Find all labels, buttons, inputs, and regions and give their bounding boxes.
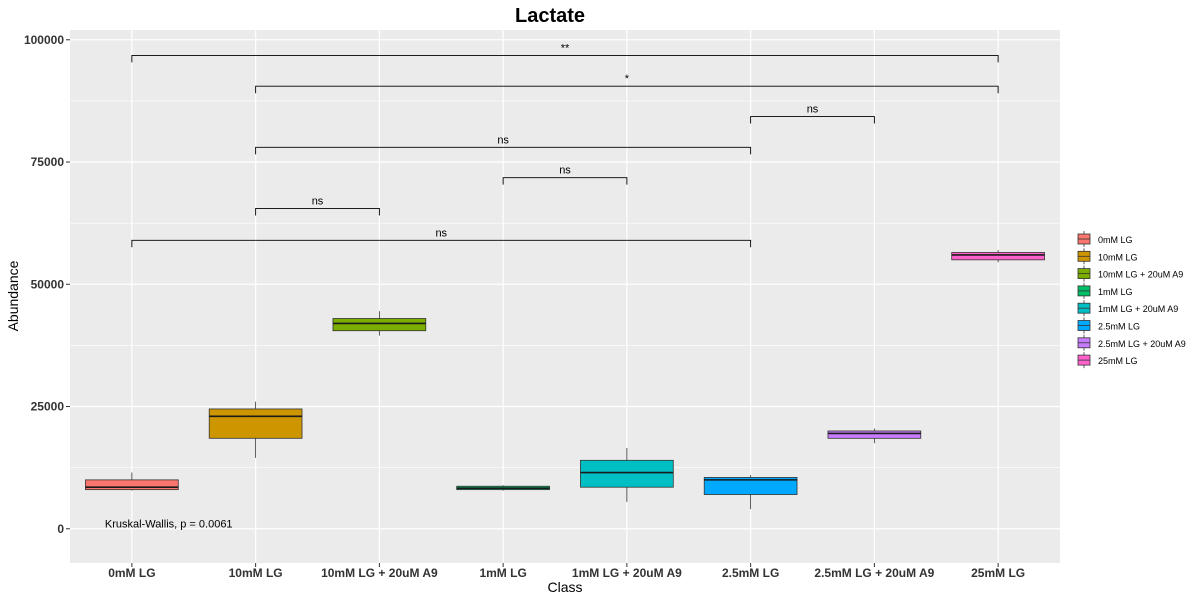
legend-label: 2.5mM LG + 20uM A9 [1098, 339, 1186, 349]
chart-title: Lactate [515, 5, 585, 27]
y-tick-label: 25000 [31, 400, 65, 414]
legend-entry: 25mM LG [1078, 352, 1138, 368]
box-body [209, 409, 302, 438]
y-axis-title: Abundance [5, 260, 21, 331]
legend-label: 25mM LG [1098, 356, 1138, 366]
legend-entry: 1mM LG + 20uM A9 [1078, 300, 1178, 316]
box-body [85, 480, 178, 490]
significance-label: ns [312, 195, 324, 207]
y-tick-label: 50000 [31, 277, 65, 291]
legend-entry: 10mM LG [1078, 248, 1138, 264]
significance-label: ** [561, 42, 570, 54]
legend-entry: 1mM LG [1078, 283, 1133, 299]
legend-label: 2.5mM LG [1098, 322, 1140, 332]
x-tick-label: 1mM LG [479, 566, 526, 580]
legend-entry: 0mM LG [1078, 231, 1133, 247]
x-tick-label: 10mM LG + 20uM A9 [321, 566, 438, 580]
x-tick-label: 0mM LG [108, 566, 155, 580]
box-body [952, 252, 1045, 259]
box-1mm-lg [457, 485, 550, 490]
significance-label: ns [435, 227, 447, 239]
box-body [580, 460, 673, 487]
legend-label: 1mM LG + 20uM A9 [1098, 304, 1178, 314]
x-axis-title: Class [547, 579, 582, 595]
y-tick-label: 0 [57, 522, 64, 536]
legend-label: 10mM LG + 20uM A9 [1098, 270, 1183, 280]
legend-label: 10mM LG [1098, 252, 1138, 262]
x-tick-label: 2.5mM LG + 20uM A9 [814, 566, 934, 580]
significance-label: ns [559, 165, 571, 177]
box-body [333, 319, 426, 331]
x-tick-label: 25mM LG [971, 566, 1025, 580]
box-body [828, 431, 921, 438]
legend-entry: 2.5mM LG [1078, 318, 1140, 334]
y-tick-label: 75000 [31, 155, 65, 169]
x-tick-label: 10mM LG [229, 566, 283, 580]
plot-panel [70, 30, 1060, 563]
kruskal-wallis-annotation: Kruskal-Wallis, p = 0.0061 [105, 518, 233, 530]
x-tick-label: 1mM LG + 20uM A9 [572, 566, 682, 580]
y-tick-label: 100000 [24, 33, 64, 47]
x-tick-label: 2.5mM LG [722, 566, 779, 580]
legend: 0mM LG 10mM LG 10mM LG + 20uM A9 1mM LG 1mM … [1078, 231, 1186, 368]
significance-label: ns [807, 104, 819, 116]
legend-label: 0mM LG [1098, 235, 1133, 245]
legend-entry: 2.5mM LG + 20uM A9 [1078, 335, 1186, 351]
legend-entry: 10mM LG + 20uM A9 [1078, 266, 1183, 282]
significance-label: * [625, 73, 630, 85]
significance-label: ns [497, 134, 509, 146]
legend-label: 1mM LG [1098, 287, 1133, 297]
